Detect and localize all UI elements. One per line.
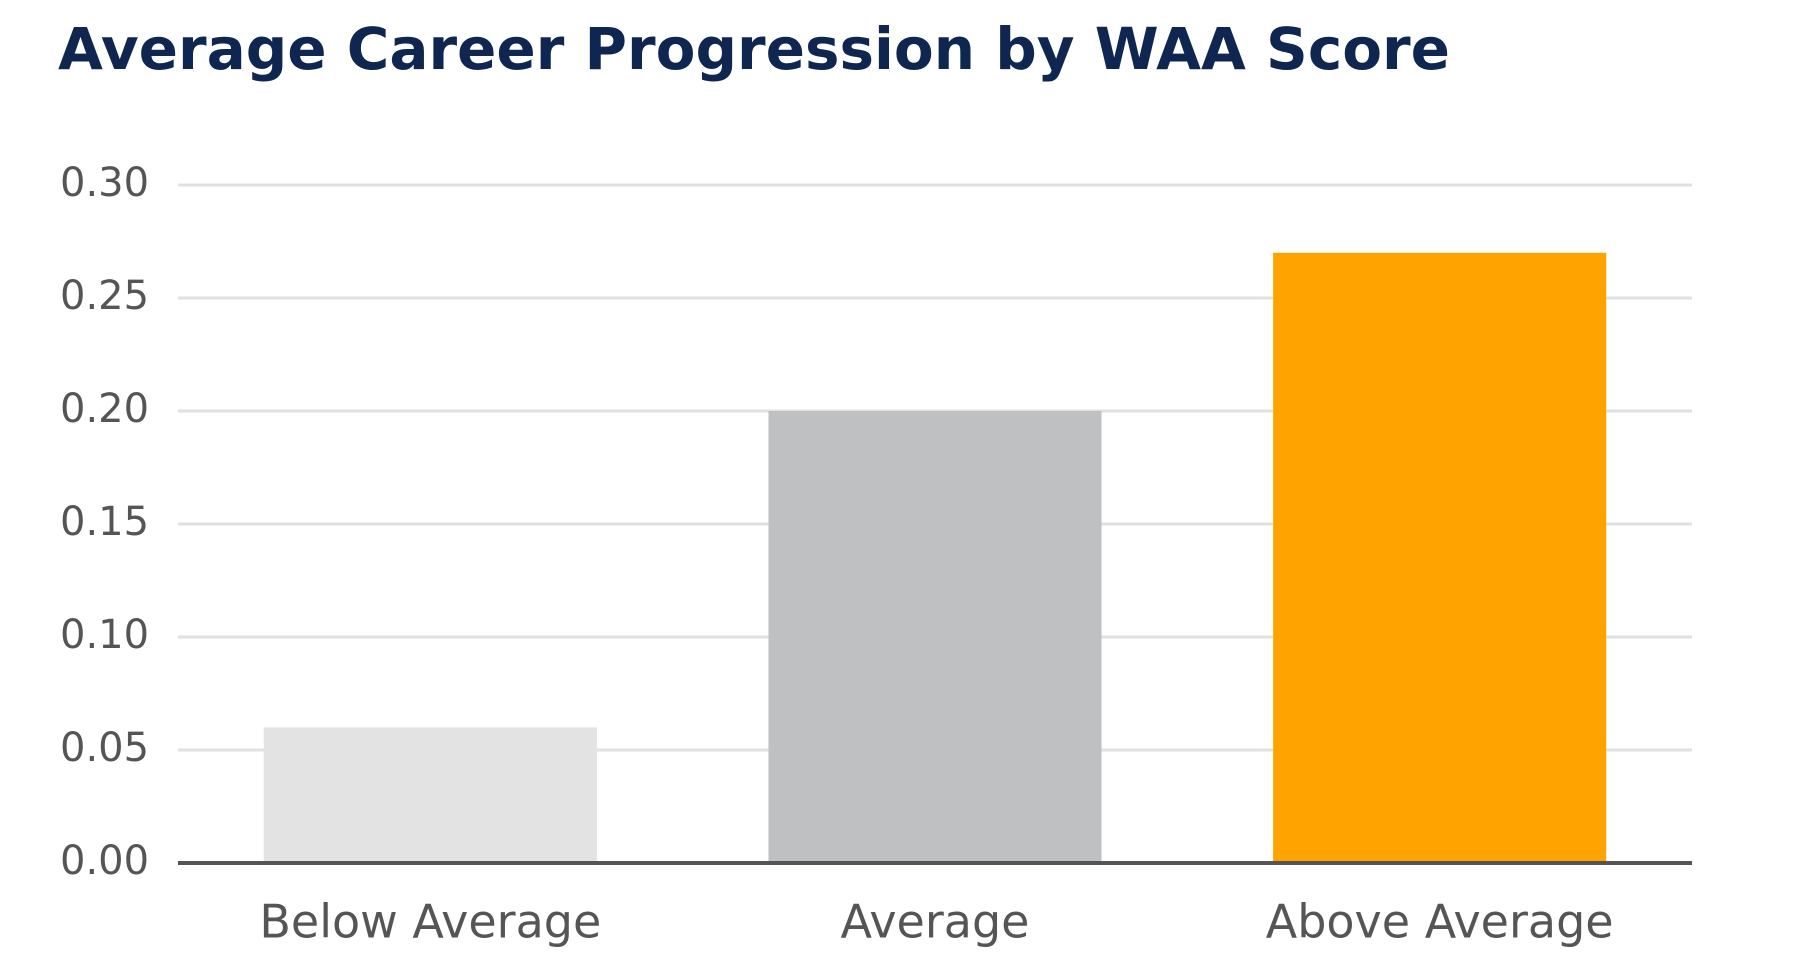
y-tick-label: 0.25: [60, 273, 149, 319]
y-tick-label: 0.20: [60, 386, 149, 432]
y-tick-label: 0.00: [60, 838, 149, 884]
chart-title: Average Career Progression by WAA Score: [58, 15, 1450, 83]
y-tick-label: 0.30: [60, 160, 149, 206]
bar: [263, 727, 597, 863]
x-tick-label: Average: [841, 895, 1030, 949]
x-tick-label: Below Average: [259, 895, 601, 949]
y-tick-label: 0.05: [60, 725, 149, 771]
bar: [768, 411, 1102, 863]
bar: [1273, 252, 1607, 864]
y-tick-label: 0.15: [60, 499, 149, 545]
x-tick-label: Above Average: [1266, 895, 1614, 949]
y-tick-label: 0.10: [60, 612, 149, 658]
